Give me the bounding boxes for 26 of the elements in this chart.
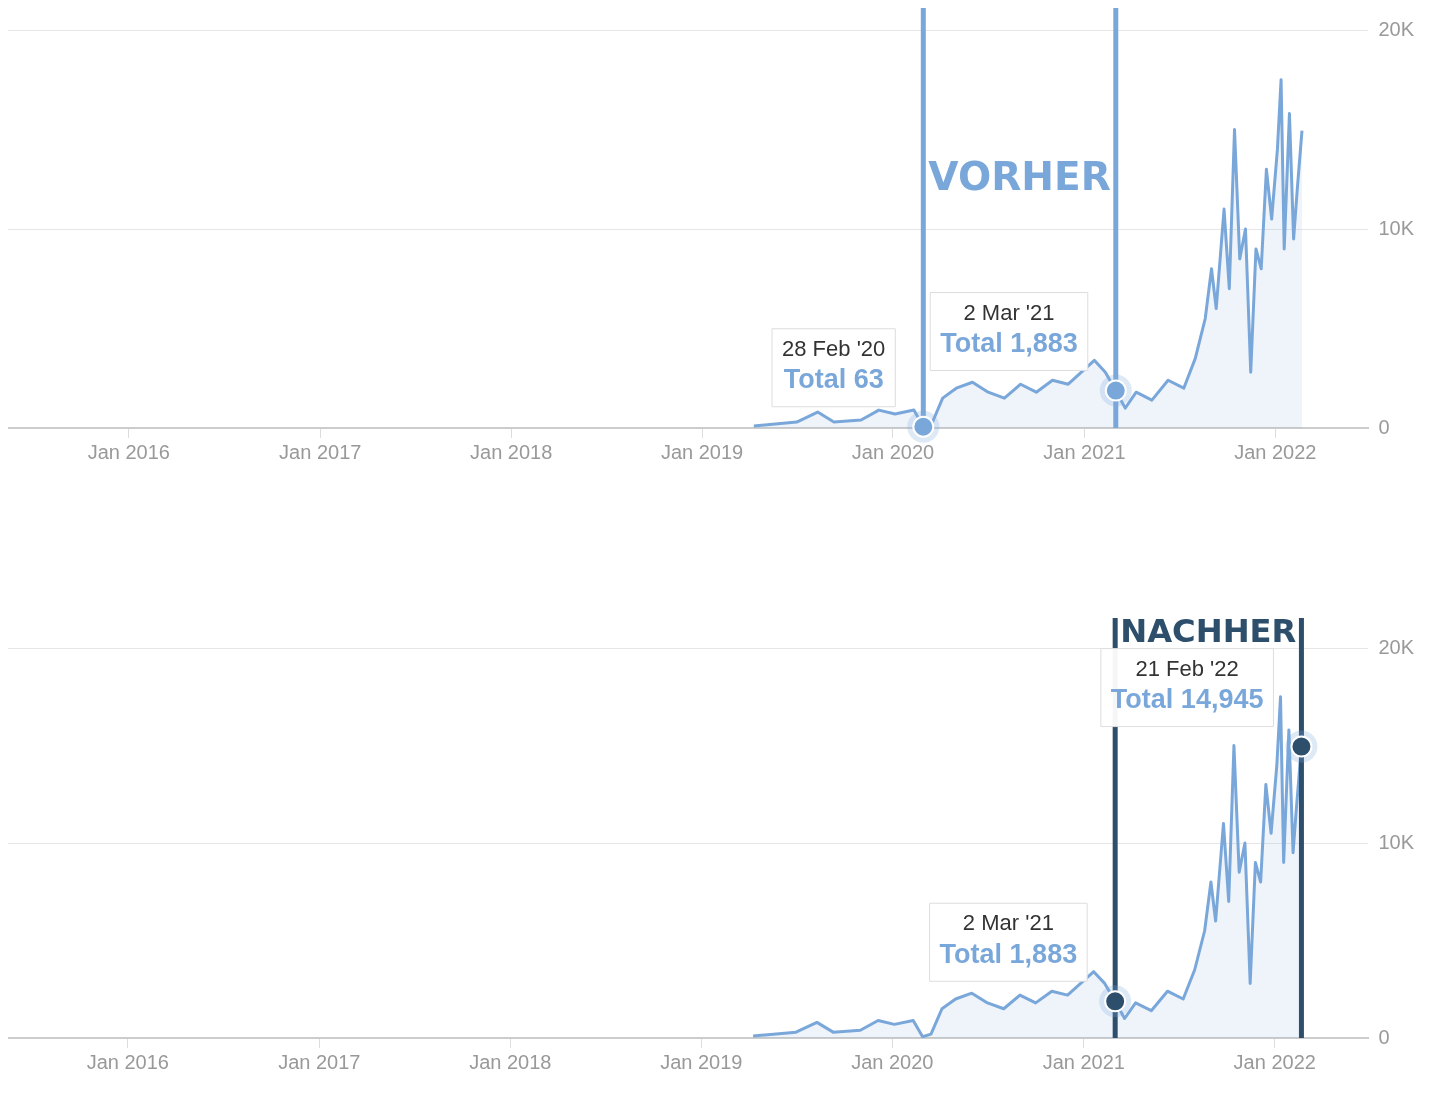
y-tick-label: 20K	[1378, 635, 1415, 658]
annotation: 2 Mar '21 Total 1,883	[939, 910, 1078, 969]
x-tick-label: Jan 2018	[469, 1050, 552, 1073]
x-tick-label: Jan 2016	[87, 440, 170, 463]
y-tick-label: 0	[1378, 1025, 1390, 1048]
x-tick-label: Jan 2017	[278, 1050, 361, 1073]
annotation: 28 Feb '20 Total 63	[782, 335, 886, 395]
x-tick-label: Jan 2019	[660, 440, 744, 463]
annotation: 21 Feb '22 Total 14,945	[1110, 655, 1264, 715]
y-tick-label: 10K	[1378, 216, 1415, 239]
x-tick-label: Jan 2016	[86, 1050, 169, 1073]
x-tick-label: Jan 2018	[470, 440, 553, 463]
y-tick-label: 10K	[1378, 830, 1415, 853]
x-tick-label: Jan 2019	[660, 1050, 743, 1073]
y-tick-label: 20K	[1378, 17, 1415, 40]
annotation: 2 Mar '21 Total 1,883	[940, 299, 1078, 358]
x-tick-label: Jan 2020	[851, 1050, 934, 1073]
x-tick-label: Jan 2022	[1234, 440, 1317, 463]
ref-line-label: NACHHER	[1120, 612, 1297, 651]
x-tick-label: Jan 2021	[1043, 440, 1126, 463]
x-tick-label: Jan 2021	[1042, 1050, 1125, 1073]
x-tick-label: Jan 2020	[851, 440, 935, 463]
x-tick-label: Jan 2017	[279, 440, 362, 463]
y-tick-label: 0	[1378, 415, 1390, 438]
x-tick-label: Jan 2022	[1233, 1050, 1316, 1073]
ref-line-label: VORHER	[928, 153, 1111, 199]
